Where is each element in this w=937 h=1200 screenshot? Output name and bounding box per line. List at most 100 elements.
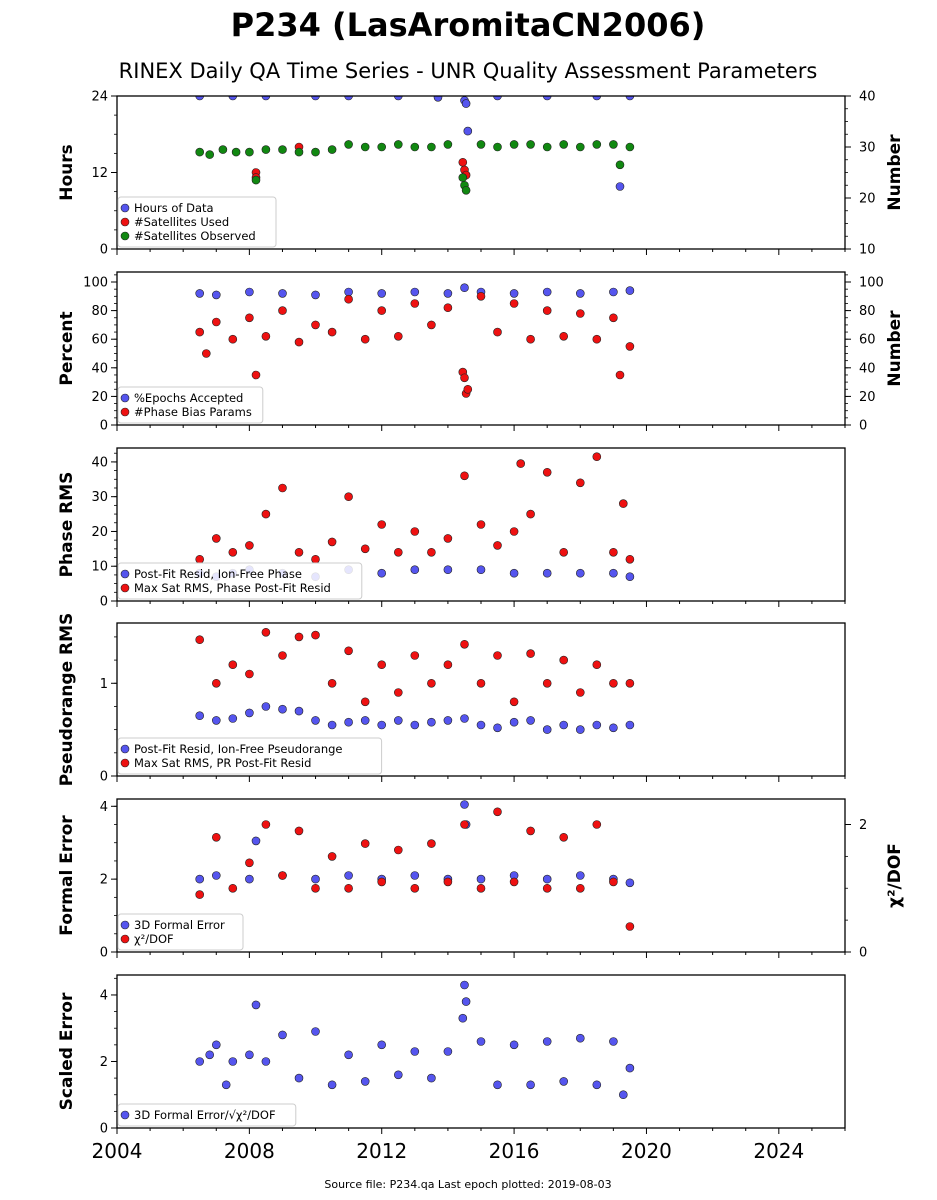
data-point	[212, 1040, 221, 1050]
points-group	[195, 627, 635, 734]
data-point	[278, 704, 287, 714]
data-point	[460, 283, 469, 293]
y-tick-label: 2	[100, 1055, 108, 1070]
data-point	[195, 96, 204, 101]
data-point	[212, 317, 221, 327]
data-point	[377, 568, 387, 578]
legend-box	[117, 1103, 297, 1127]
data-point	[476, 874, 486, 884]
data-point	[609, 877, 618, 887]
legend-label: #Satellites Used	[134, 215, 229, 229]
data-point	[476, 720, 486, 730]
data-point	[476, 678, 486, 688]
data-point	[509, 1040, 519, 1050]
data-point	[463, 384, 473, 394]
data-point	[493, 807, 502, 817]
y-tick-label: 0	[100, 595, 108, 610]
data-point	[410, 720, 420, 730]
x-tick-label: 2024	[753, 1139, 804, 1163]
data-point	[360, 716, 370, 725]
data-point	[592, 452, 602, 462]
data-point	[245, 669, 254, 679]
data-point	[261, 145, 271, 154]
data-point	[278, 145, 287, 154]
data-point	[542, 467, 552, 477]
y-tick-label: 100	[83, 276, 108, 291]
data-point	[394, 96, 403, 101]
legend-marker	[120, 934, 130, 944]
data-point	[592, 96, 602, 101]
right-y-tick-label: 40	[859, 90, 876, 105]
data-point	[609, 547, 618, 557]
right-y-tick-label: 2	[859, 818, 867, 833]
right-axis-label: Number	[885, 310, 905, 387]
data-point	[615, 160, 625, 170]
points-group	[195, 96, 635, 195]
data-point	[476, 1037, 486, 1046]
data-point	[393, 716, 403, 725]
legend-label: 3D Formal Error/√χ²/DOF	[134, 1108, 276, 1122]
data-point	[218, 145, 228, 154]
data-point	[195, 147, 204, 157]
data-point	[575, 1033, 585, 1043]
data-point	[360, 544, 370, 554]
data-point	[625, 922, 635, 931]
legend-label: 3D Formal Error	[134, 918, 225, 932]
data-point	[261, 702, 271, 711]
data-point	[609, 723, 618, 733]
data-point	[542, 96, 552, 101]
data-point	[458, 173, 468, 182]
data-point	[202, 349, 211, 358]
data-point	[231, 147, 241, 157]
x-tick-label: 2008	[224, 1139, 275, 1163]
data-point	[592, 140, 602, 149]
legend: Hours of Data#Satellites Used#Satellites…	[117, 196, 277, 248]
data-point	[559, 832, 569, 842]
legend-marker	[120, 217, 130, 227]
y-tick-label: 0	[100, 243, 108, 258]
data-point	[228, 660, 238, 670]
data-point	[575, 309, 585, 318]
data-point	[327, 327, 337, 337]
data-point	[212, 871, 221, 880]
data-point	[360, 334, 370, 344]
data-point	[625, 342, 635, 351]
data-point	[344, 140, 353, 149]
panel-6: 0 2 4 Scaled Error 3D Formal Error/√χ²/DOF	[57, 974, 846, 1137]
right-y-tick-label: 0	[859, 946, 867, 961]
legend-label: Max Sat RMS, Phase Post-Fit Resid	[134, 581, 331, 595]
data-point	[377, 306, 387, 315]
points-group	[195, 283, 635, 398]
data-point	[245, 858, 254, 868]
y-axis-label: Hours	[57, 144, 77, 201]
data-point	[493, 96, 502, 101]
y-axis-label: Scaled Error	[57, 992, 77, 1110]
legend-marker	[120, 203, 130, 213]
y-tick-label: 24	[91, 90, 108, 105]
data-point	[458, 158, 468, 167]
data-point	[427, 839, 436, 848]
data-point	[410, 299, 420, 308]
data-point	[559, 547, 569, 557]
data-point	[493, 142, 502, 152]
data-point	[476, 291, 486, 301]
data-point	[261, 509, 271, 519]
data-point	[344, 294, 353, 304]
data-point	[461, 99, 471, 108]
data-point	[195, 554, 204, 564]
data-point	[542, 678, 552, 688]
data-point	[542, 725, 552, 734]
data-point	[542, 883, 552, 893]
data-point	[212, 678, 221, 688]
data-point	[493, 651, 502, 660]
data-point	[278, 1030, 287, 1040]
data-point	[476, 565, 486, 575]
y-tick-label: 0	[100, 419, 108, 434]
legend-label: Max Sat RMS, PR Post-Fit Resid	[134, 756, 311, 770]
data-point	[542, 287, 552, 297]
data-point	[377, 877, 387, 887]
legend: 3D Formal Error/√χ²/DOF	[117, 1103, 297, 1127]
data-point	[461, 186, 471, 195]
data-point	[509, 877, 519, 887]
